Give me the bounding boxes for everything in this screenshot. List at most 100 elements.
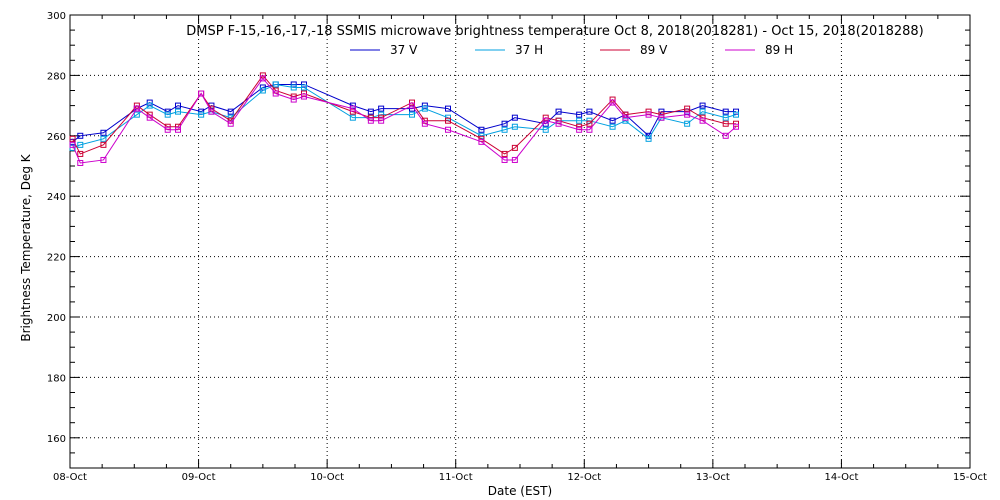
data-point [555, 120, 562, 127]
data-point [645, 108, 652, 115]
data-point [290, 96, 297, 103]
x-tick-label: 13-Oct [696, 472, 730, 483]
data-point [684, 120, 691, 127]
data-point [542, 114, 549, 121]
grid [70, 15, 970, 468]
data-point [259, 87, 266, 94]
data-point [586, 126, 593, 133]
data-point [409, 111, 415, 118]
data-point [733, 111, 739, 118]
data-point [227, 120, 234, 127]
data-point [301, 90, 307, 97]
data-point [378, 117, 385, 124]
y-axis-label: Brightness Temperature, Deg K [19, 153, 33, 341]
legend: 37 V 37 H 89 V 89 H [350, 43, 793, 57]
data-point [175, 102, 181, 109]
data-point [576, 117, 583, 124]
data-point [175, 126, 181, 133]
data-point [146, 102, 153, 109]
data-point [586, 120, 593, 127]
series-37-h [69, 81, 739, 151]
data-point [164, 126, 171, 133]
data-point [409, 102, 415, 109]
data-point [622, 117, 629, 124]
data-point [349, 114, 356, 121]
data-point [421, 105, 428, 112]
x-tick-label: 14-Oct [824, 472, 858, 483]
y-tick-label: 280 [47, 71, 66, 82]
data-point [77, 159, 84, 166]
data-point [699, 102, 706, 109]
data-point [699, 117, 706, 124]
data-point [77, 150, 84, 157]
plot-frame [69, 14, 971, 469]
series-lines [69, 72, 739, 166]
data-point [445, 117, 451, 124]
data-point [586, 108, 593, 115]
data-point [576, 126, 583, 133]
chart-title: DMSP F-15,-16,-17,-18 SSMIS microwave br… [186, 24, 924, 39]
data-point [367, 108, 374, 115]
data-point [367, 117, 374, 124]
data-point [576, 111, 583, 118]
data-point [445, 126, 451, 133]
data-point [609, 123, 616, 130]
data-point [733, 120, 739, 127]
data-point [478, 126, 485, 133]
data-point [198, 111, 205, 118]
x-tick-label: 08-Oct [53, 472, 87, 483]
data-point [658, 108, 665, 115]
data-point [501, 150, 508, 157]
data-point [722, 114, 729, 121]
data-point [555, 108, 562, 115]
data-point [301, 84, 307, 91]
data-point [542, 117, 549, 124]
data-point [445, 114, 451, 121]
series-line [72, 77, 737, 164]
y-tick-label: 300 [47, 11, 66, 22]
data-point [609, 117, 616, 124]
x-tick-label: 11-Oct [439, 472, 473, 483]
data-point [645, 135, 652, 142]
data-point [421, 120, 428, 127]
data-point [290, 84, 297, 91]
data-point [733, 108, 739, 115]
y-tick-label: 200 [47, 313, 66, 324]
y-tick-label: 180 [47, 373, 66, 384]
series-line [72, 74, 736, 155]
y-tick-label: 260 [47, 132, 66, 143]
data-point [684, 105, 691, 112]
data-point [445, 105, 451, 112]
data-point [511, 144, 518, 151]
y-tick-label: 220 [47, 253, 66, 264]
data-point [77, 132, 84, 139]
data-point [146, 114, 153, 121]
data-point [272, 81, 279, 88]
data-point [684, 111, 691, 118]
data-point [100, 156, 107, 163]
series-line [72, 83, 737, 149]
series-line [72, 83, 736, 143]
data-point [100, 135, 107, 142]
series-89-h [69, 75, 739, 166]
y-tick-label: 160 [47, 434, 66, 445]
data-point [175, 108, 181, 115]
data-point [133, 111, 140, 118]
data-point [622, 114, 629, 121]
legend-label: 37 V [390, 43, 418, 57]
data-point [100, 141, 107, 148]
x-tick-label: 15-Oct [953, 472, 987, 483]
data-point [733, 123, 739, 130]
data-point [722, 108, 729, 115]
data-point [511, 114, 518, 121]
data-point [301, 93, 307, 100]
data-point [722, 132, 729, 139]
data-point [542, 126, 549, 133]
axes: 08-Oct 09-Oct 10-Oct 11-Oct 12-Oct 13-Oct 14-O… [47, 11, 987, 483]
data-point [227, 108, 234, 115]
data-point [272, 90, 279, 97]
legend-label: 89 V [640, 43, 668, 57]
series-89-v [69, 72, 739, 157]
data-point [100, 129, 107, 136]
